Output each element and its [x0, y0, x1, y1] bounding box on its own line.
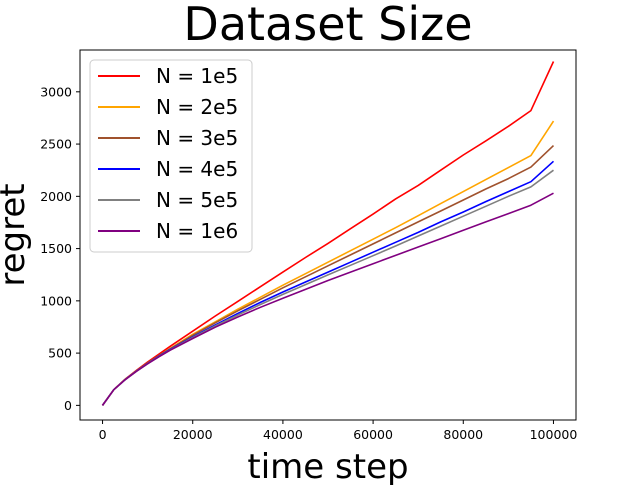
x-tick-label: 40000 [263, 427, 303, 442]
x-tick-label: 0 [99, 427, 107, 442]
legend-label: N = 1e5 [156, 64, 238, 88]
chart-title: Dataset Size [183, 0, 472, 51]
x-tick-label: 20000 [173, 427, 213, 442]
y-tick-label: 1000 [40, 293, 72, 308]
y-tick-label: 500 [48, 346, 72, 361]
legend-label: N = 4e5 [156, 157, 238, 181]
y-axis-title: regret [0, 183, 33, 286]
x-axis-title: time step [247, 447, 408, 487]
series-lines [101, 61, 555, 406]
legend: N = 1e5 N = 2e5 N = 3e5 N = 4e5 N = 5e5 N = 1… [89, 59, 253, 253]
legend-label: N = 5e5 [156, 188, 238, 212]
series-line-6 [101, 192, 554, 406]
x-tick-label: 60000 [353, 427, 393, 442]
legend-label: N = 3e5 [156, 126, 238, 150]
y-tick-label: 0 [64, 398, 72, 413]
legend-label: N = 1e6 [156, 219, 238, 243]
y-tick-label: 2000 [40, 189, 72, 204]
y-tick-label: 2500 [40, 137, 72, 152]
x-tick-label: 80000 [443, 427, 483, 442]
plot-frame [79, 49, 577, 421]
legend-label: N = 2e5 [156, 95, 238, 119]
y-tick-label: 1500 [40, 241, 72, 256]
axis-ticks: 0 20000 40000 60000 80000 100000 0 500 1000 1500 2… [40, 84, 577, 442]
x-tick-label: 100000 [530, 427, 578, 442]
y-tick-label: 3000 [40, 84, 72, 99]
